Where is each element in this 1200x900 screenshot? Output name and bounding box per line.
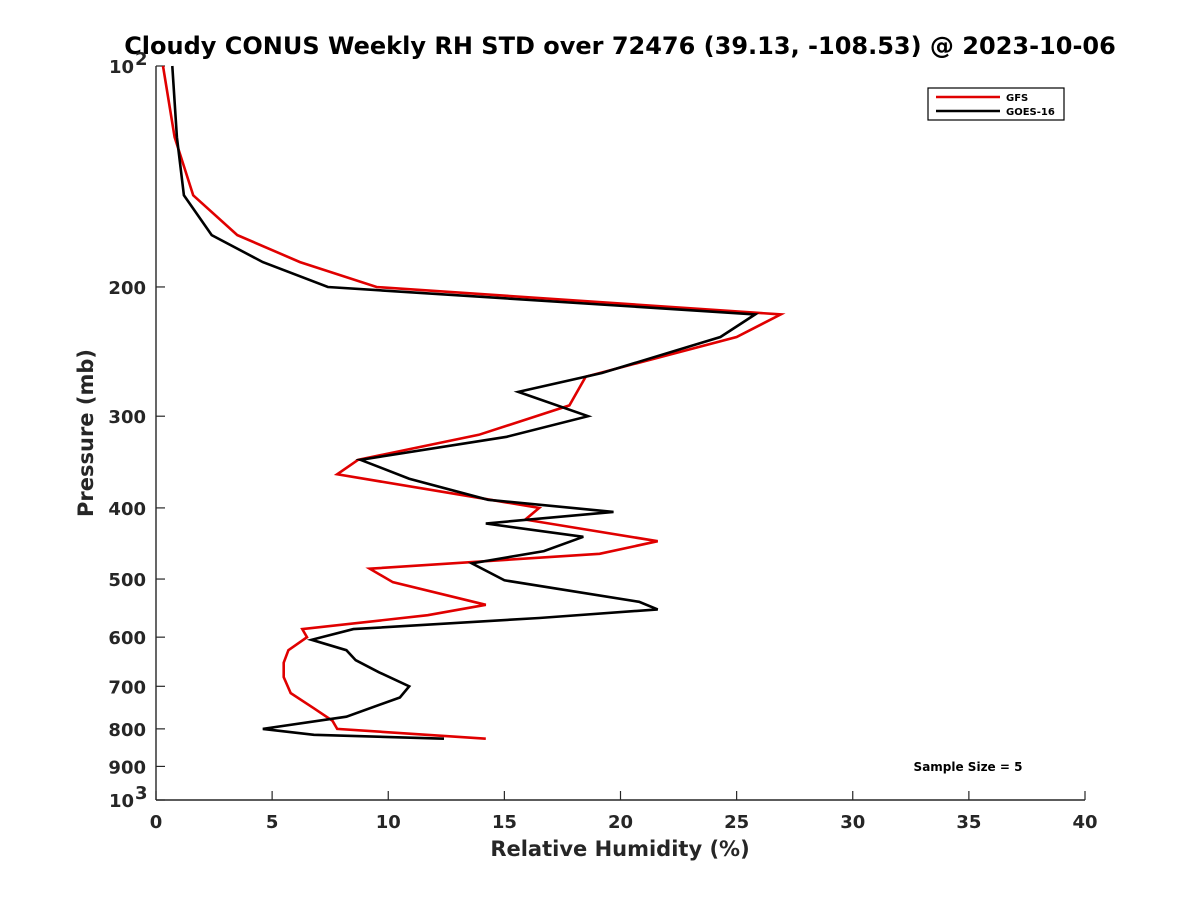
y-tick-label: 10 [109, 791, 134, 812]
y-tick-label: 500 [108, 570, 146, 591]
x-tick-label: 35 [956, 812, 981, 833]
chart-title: Cloudy CONUS Weekly RH STD over 72476 (3… [124, 32, 1116, 60]
x-tick-label: 15 [492, 812, 517, 833]
x-axis-ticks: 0 5 10 15 20 25 30 35 40 [150, 791, 1098, 833]
x-axis-label: Relative Humidity (%) [490, 837, 749, 861]
sample-size-annotation: Sample Size = 5 [914, 760, 1023, 774]
legend-label-gfs: GFS [1006, 93, 1028, 104]
x-tick-label: 10 [376, 812, 401, 833]
series-line-gfs [161, 65, 786, 740]
x-tick-label: 5 [266, 812, 279, 833]
legend-box [927, 87, 1065, 121]
y-tick-label: 400 [108, 499, 146, 520]
legend-label-goes16: GOES-16 [1006, 107, 1055, 118]
legend: GFS GOES-16 [927, 87, 1065, 121]
y-tick-exponent: 3 [135, 783, 148, 804]
series-line-goes16 [171, 65, 760, 740]
x-tick-label: 30 [840, 812, 865, 833]
y-tick-label: 900 [108, 757, 146, 778]
x-tick-label: 0 [150, 812, 163, 833]
y-axis-label: Pressure (mb) [74, 349, 98, 517]
y-tick-label: 600 [108, 628, 146, 649]
x-tick-label: 40 [1072, 812, 1097, 833]
y-tick-label: 800 [108, 720, 146, 741]
y-tick-label: 10 [109, 57, 134, 78]
x-tick-label: 20 [608, 812, 633, 833]
y-tick-label: 300 [108, 407, 146, 428]
y-tick-label: 200 [108, 278, 146, 299]
y-tick-exponent: 2 [135, 49, 148, 70]
x-tick-label: 25 [724, 812, 749, 833]
y-tick-label: 700 [108, 677, 146, 698]
plot-area: 0 5 10 15 20 25 30 35 40 10 220030040050060070080… [108, 49, 1097, 833]
series-lines [161, 65, 786, 740]
